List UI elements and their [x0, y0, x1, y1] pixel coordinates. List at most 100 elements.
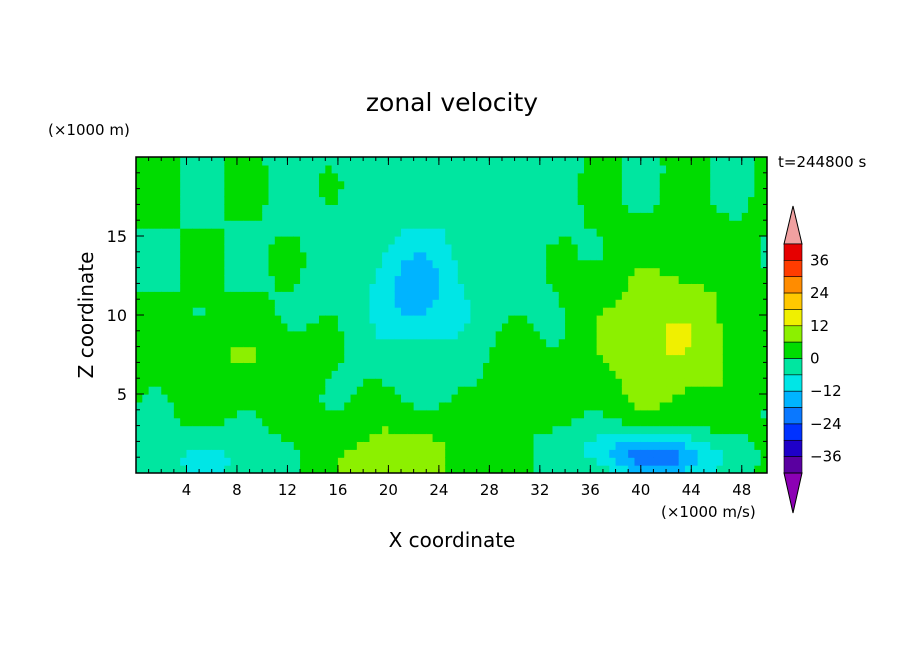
- contour-cell: [445, 409, 453, 419]
- contour-cell: [180, 362, 188, 371]
- contour-cell: [748, 267, 755, 277]
- contour-cell: [520, 164, 528, 174]
- contour-cell: [218, 386, 225, 395]
- contour-cell: [546, 283, 554, 292]
- contour-cell: [514, 180, 522, 190]
- contour-cell: [218, 236, 225, 245]
- contour-cell: [710, 188, 718, 198]
- contour-cell: [684, 251, 692, 261]
- contour-cell: [729, 441, 737, 450]
- contour-cell: [274, 386, 282, 395]
- contour-cell: [148, 401, 156, 411]
- contour-cell: [186, 354, 194, 363]
- contour-cell: [224, 259, 232, 269]
- contour-cell: [230, 251, 238, 261]
- contour-cell: [199, 267, 207, 277]
- contour-cell: [634, 370, 642, 379]
- contour-cell: [236, 409, 244, 419]
- contour-cell: [596, 212, 604, 221]
- contour-cell: [489, 370, 497, 379]
- contour-cell: [287, 164, 295, 174]
- contour-cell: [476, 259, 484, 269]
- contour-cell: [571, 164, 579, 174]
- contour-cell: [142, 204, 150, 213]
- contour-cell: [243, 346, 251, 356]
- contour-cell: [659, 275, 667, 284]
- contour-cell: [558, 449, 566, 458]
- contour-cell: [192, 425, 200, 435]
- contour-cell: [300, 243, 307, 253]
- contour-cell: [407, 330, 415, 340]
- contour-cell: [186, 307, 194, 316]
- contour-cell: [703, 275, 711, 284]
- contour-cell: [407, 172, 415, 182]
- contour-cell: [584, 409, 591, 419]
- contour-cell: [419, 417, 427, 427]
- contour-cell: [584, 338, 591, 348]
- contour-cell: [192, 433, 200, 442]
- contour-cell: [748, 322, 755, 332]
- contour-cell: [615, 164, 623, 174]
- contour-cell: [224, 180, 232, 190]
- contour-cell: [218, 433, 225, 442]
- contour-cell: [148, 449, 156, 458]
- contour-cell: [678, 291, 686, 300]
- contour-cell: [236, 164, 244, 174]
- contour-cell: [249, 449, 257, 458]
- contour-cell: [470, 370, 478, 379]
- contour-cell: [262, 401, 270, 411]
- contour-cell: [558, 228, 566, 237]
- contour-cell: [300, 180, 307, 190]
- contour-cell: [748, 299, 755, 308]
- contour-cell: [501, 386, 509, 395]
- contour-cell: [413, 378, 421, 387]
- contour-cell: [691, 204, 699, 213]
- contour-cell: [186, 188, 194, 198]
- contour-cell: [268, 188, 276, 198]
- contour-cell: [249, 196, 257, 205]
- colorbar-segment: [783, 341, 803, 359]
- contour-cell: [224, 243, 232, 253]
- contour-cell: [760, 299, 767, 308]
- contour-cell: [533, 370, 541, 379]
- contour-cell: [602, 220, 610, 229]
- contour-cell: [413, 394, 421, 403]
- contour-cell: [483, 409, 490, 419]
- contour-cell: [413, 322, 421, 332]
- contour-cell: [640, 409, 648, 419]
- contour-cell: [249, 228, 257, 237]
- contour-cell: [565, 212, 572, 221]
- contour-cell: [691, 394, 699, 403]
- contour-cell: [224, 433, 232, 442]
- contour-cell: [659, 180, 667, 190]
- contour-cell: [274, 212, 282, 221]
- contour-cell: [312, 433, 320, 442]
- contour-cell: [659, 188, 667, 198]
- contour-cell: [344, 291, 352, 300]
- contour-cell: [476, 220, 484, 229]
- contour-cell: [508, 220, 516, 229]
- contour-cell: [192, 220, 200, 229]
- colorbar-tick-label: −24: [810, 415, 842, 433]
- contour-cell: [596, 180, 604, 190]
- contour-cell: [281, 315, 289, 324]
- contour-cell: [142, 378, 150, 387]
- contour-cell: [602, 291, 610, 300]
- contour-cell: [211, 370, 219, 379]
- contour-cell: [754, 409, 762, 419]
- contour-cell: [552, 465, 560, 473]
- contour-cell: [666, 401, 673, 411]
- contour-cell: [186, 409, 194, 419]
- contour-cell: [659, 465, 667, 473]
- contour-cell: [653, 291, 661, 300]
- contour-cell: [527, 394, 535, 403]
- contour-cell: [483, 291, 490, 300]
- contour-cell: [432, 236, 440, 245]
- contour-cell: [558, 346, 566, 356]
- contour-cell: [388, 291, 396, 300]
- contour-cell: [634, 228, 642, 237]
- contour-cell: [325, 457, 333, 466]
- contour-cell: [508, 267, 516, 277]
- contour-cell: [375, 212, 383, 221]
- contour-cell: [356, 172, 364, 182]
